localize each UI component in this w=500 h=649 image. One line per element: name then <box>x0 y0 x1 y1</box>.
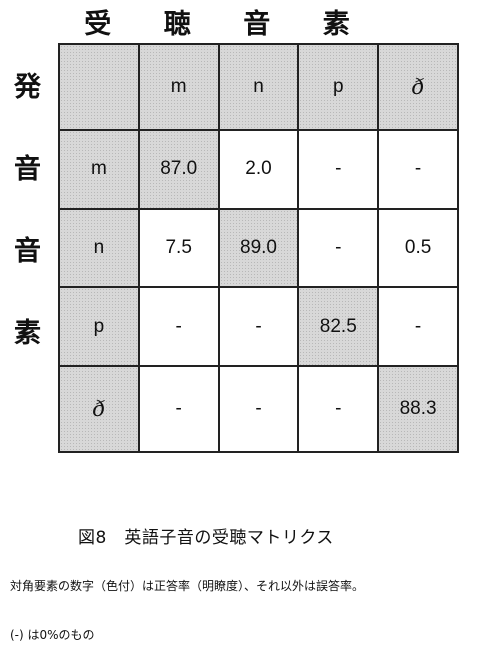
matrix-row: ð - - - 88.3 <box>58 365 459 453</box>
matrix-cell: - <box>137 365 220 453</box>
side-title-char: 音 <box>14 236 41 267</box>
column-header-cell: n <box>217 43 300 131</box>
matrix-row: n 7.5 89.0 - 0.5 <box>58 207 459 289</box>
row-header-cell: m <box>58 128 140 210</box>
diagonal-cell: 89.0 <box>217 207 300 289</box>
matrix-cell: - <box>217 286 300 368</box>
row-header-cell: p <box>58 286 140 368</box>
matrix-cell: - <box>297 365 380 453</box>
matrix-row: m 87.0 2.0 - - <box>58 128 459 210</box>
side-title-char: 素 <box>14 318 41 349</box>
matrix-cell: - <box>297 128 380 210</box>
diagonal-cell: 88.3 <box>377 365 459 453</box>
row-header-cell: n <box>58 207 140 289</box>
footnote-diagonal: 対角要素の数字（色付）は正答率（明瞭度）、それ以外は誤答率。 <box>10 579 365 593</box>
matrix-corner-cell <box>58 43 140 131</box>
top-title-char: 聴 <box>163 8 191 40</box>
side-title-char: 発 <box>14 72 41 103</box>
top-title-char: 素 <box>322 8 350 40</box>
column-header-cell: p <box>297 43 380 131</box>
matrix-cell: - <box>297 207 380 289</box>
figure-caption: 図8 英語子音の受聴マトリクス <box>78 528 334 548</box>
footnote-dash: (-) は0%のもの <box>10 628 95 642</box>
matrix-cell: - <box>377 128 459 210</box>
row-header-cell: ð <box>58 365 140 453</box>
side-title-char: 音 <box>14 154 41 185</box>
heard-phoneme-title: 受 聴 音 素 <box>58 4 376 40</box>
matrix-cell: - <box>217 365 300 453</box>
spoken-phoneme-title: 発 音 音 素 <box>0 43 55 453</box>
matrix-cell: 7.5 <box>137 207 220 289</box>
top-title-char: 音 <box>243 8 271 40</box>
matrix-cell: - <box>137 286 220 368</box>
column-header-cell: m <box>137 43 220 131</box>
matrix-header-row: m n p ð <box>58 43 459 131</box>
diagonal-cell: 87.0 <box>137 128 220 210</box>
diagonal-cell: 82.5 <box>297 286 380 368</box>
top-title-char: 受 <box>84 8 112 40</box>
matrix-cell: 0.5 <box>377 207 459 289</box>
matrix-cell: - <box>377 286 459 368</box>
matrix-row: p - - 82.5 - <box>58 286 459 368</box>
matrix-cell: 2.0 <box>217 128 300 210</box>
column-header-cell: ð <box>377 43 459 131</box>
confusion-matrix: m n p ð m 87.0 2.0 - - n 7.5 89.0 - 0.5 … <box>58 43 459 453</box>
